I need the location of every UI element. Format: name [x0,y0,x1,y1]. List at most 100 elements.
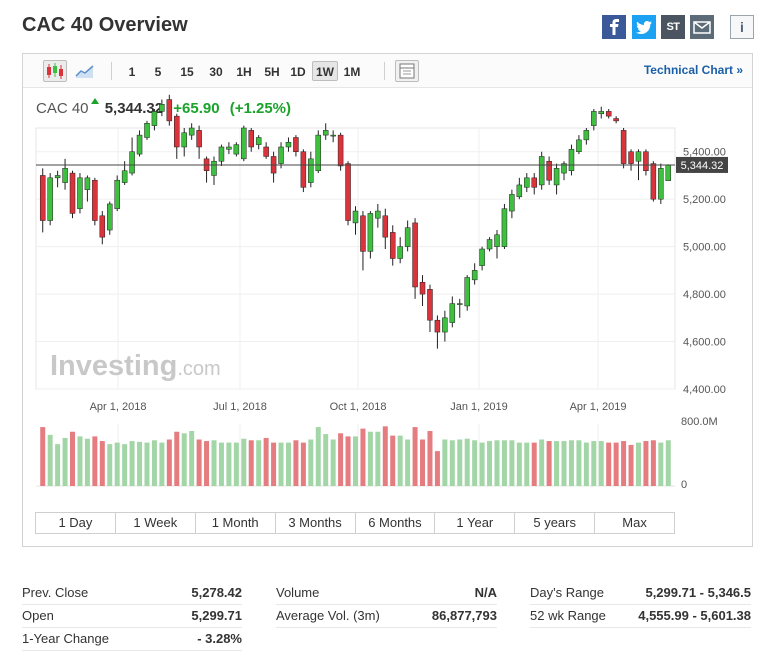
volume-bar [501,440,507,486]
candle-body [196,130,202,148]
price-chart[interactable]: 5,400.00 5,200.00 5,000.00 4,800.00 4,600.00… [23,54,752,546]
range-button-1-day[interactable]: 1 Day [36,513,116,533]
timeframe-5h[interactable]: 5H [264,65,280,79]
candle-body [591,111,597,126]
candle-body [337,134,344,167]
timeframe-1h[interactable]: 1H [236,65,252,79]
toolbar-divider [384,62,385,80]
technical-chart-link[interactable]: Technical Chart » [643,63,743,77]
volume-tick-label: 0 [681,479,687,491]
candle-body [464,277,470,307]
stats-column-1: Prev. Close 5,278.42 Open 5,299.71 1-Year Ch… [22,582,242,651]
x-tick-label: Jan 1, 2019 [450,401,508,413]
candle-body [106,203,113,231]
stocktwits-icon[interactable]: ST [661,15,685,39]
candle-body [442,317,448,333]
timeframe-30[interactable]: 30 [209,65,223,79]
email-icon[interactable] [690,15,714,39]
volume-bar [598,441,604,486]
candle-body [471,270,478,281]
y-tick-label: 5,400.00 [683,147,726,159]
candle-body [322,130,329,136]
volume-bar [241,438,247,486]
volume-bar [390,435,396,486]
volume-bar [397,435,403,486]
volume-bar [174,431,180,486]
stats-column-3: Day's Range 5,299.71 - 5,346.5 52 wk Range… [530,582,751,628]
range-button-3-months[interactable]: 3 Months [275,513,356,533]
stat-row: Open 5,299.71 [22,605,242,628]
candle-body [255,137,262,145]
candle-body [389,232,396,259]
candle-body [635,151,642,162]
volume-bar [151,440,157,486]
range-button-max[interactable]: Max [595,513,674,533]
volume-bar [62,437,68,486]
timeframe-15[interactable]: 15 [180,65,194,79]
candle-body [62,168,68,183]
stat-label: Average Vol. (3m) [276,608,380,623]
range-button-1-month[interactable]: 1 Month [195,513,276,533]
volume-bar [457,439,463,486]
timeframe-5[interactable]: 5 [154,65,162,79]
range-button-1-week[interactable]: 1 Week [115,513,196,533]
volume-bar [248,440,254,486]
candle-body [360,215,366,252]
volume-bar [591,441,597,486]
candle-body [92,179,98,221]
volume-bar [576,440,582,486]
range-button-1-year[interactable]: 1 Year [435,513,516,533]
twitter-icon[interactable] [632,15,656,39]
volume-bar [539,439,545,486]
price-change-percent: (+1.25%) [229,100,292,117]
candle-body [47,177,53,221]
area-chart-icon[interactable] [73,60,97,82]
facebook-icon[interactable] [602,15,626,39]
candle-body [300,151,307,188]
volume-bar [367,431,373,486]
volume-bar [434,451,440,486]
volume-bar [472,440,478,486]
range-button-6-months[interactable]: 6 Months [355,513,436,533]
stat-label: Day's Range [530,585,605,600]
candle-body [501,208,508,247]
info-icon[interactable]: i [730,15,754,39]
range-button-5-years[interactable]: 5 years [515,513,596,533]
stat-label: Prev. Close [22,585,89,600]
candle-body [129,151,135,174]
candle-body [457,303,463,305]
volume-bar [464,438,470,486]
candle-body [315,134,322,171]
investing-watermark: Investing.com [50,350,221,382]
volume-bar [554,441,560,486]
timeframe-1d[interactable]: 1D [290,65,306,79]
candle-body [427,289,433,321]
candlestick-icon[interactable] [43,60,67,82]
candle-body [144,123,150,138]
chart-settings-icon[interactable] [395,60,419,82]
plot-area [35,127,676,390]
candle-body [613,118,619,122]
volume-bar [546,441,552,486]
volume-tick-label: 800.0M [681,416,718,428]
candle-body [382,215,389,238]
x-tick-label: Apr 1, 2019 [570,401,627,413]
candle-body [576,139,582,152]
stat-value: - 3.28% [197,631,242,646]
volume-bar [353,436,358,486]
candle-body [479,248,485,266]
candle-body [375,210,381,219]
volume-bar [330,439,336,486]
stat-row: Volume N/A [276,582,497,605]
timeframe-1[interactable]: 1 [128,65,136,79]
volume-bar [233,442,239,486]
candle-body [84,177,91,190]
candle-body [367,213,374,252]
volume-bar [159,442,165,486]
timeframe-1m[interactable]: 1M [343,65,361,79]
volume-bar [509,440,515,486]
volume-bar [92,436,98,486]
candle-body [308,158,314,183]
timeframe-1w[interactable]: 1W [312,61,338,81]
last-price-tag [676,156,728,173]
